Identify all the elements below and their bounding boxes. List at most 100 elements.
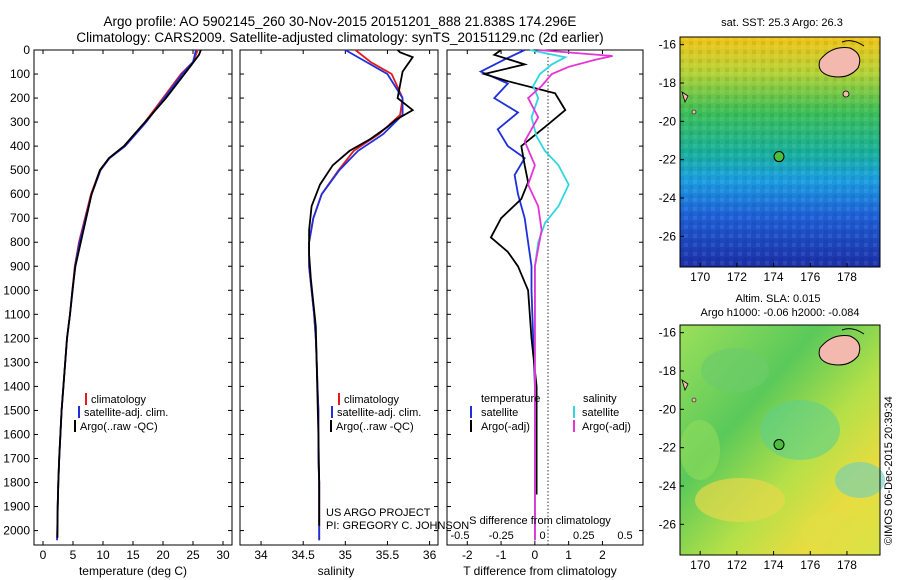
legend-label-argo: Argo(..raw -QC) [80, 421, 158, 433]
plot-title-line2: Climatology: CARS2009. Satellite-adjuste… [76, 30, 604, 45]
sla-blob [680, 420, 720, 480]
temperature-legend: climatology satellite-adj. clim. Argo(..… [74, 393, 168, 433]
legend-swatch-t-argo [470, 420, 472, 432]
series-line-2 [308, 49, 415, 526]
salinity-axes-frame [239, 49, 439, 546]
x-tick-label: 34.5 [292, 548, 316, 562]
vanuatu-island-shape [681, 379, 689, 392]
coastline-shape [841, 40, 865, 47]
sst-map-title: sat. SST: 25.3 Argo: 26.3 [721, 17, 843, 29]
y-tick-label: 400 [10, 139, 30, 153]
series-line-0 [56, 49, 199, 541]
s-x-tick-label: 0.5 [617, 530, 632, 542]
map-y-tick-label: -24 [659, 191, 677, 205]
y-tick-label: 1100 [4, 307, 30, 321]
y-tick-label: 300 [10, 115, 30, 129]
legend-title-salinity: salinity [583, 393, 617, 405]
map-x-tick-label: 170 [690, 558, 710, 572]
map-y-tick-label: -16 [659, 38, 677, 52]
map-x-tick-label: 178 [837, 558, 857, 572]
map-x-tick-label: 178 [837, 270, 857, 284]
x-tick-label: 34 [254, 548, 268, 562]
temperature-xlabel: temperature (deg C) [79, 564, 187, 578]
map-y-tick-label: -16 [659, 326, 677, 340]
vanuatu-islet-shape [691, 109, 697, 115]
difference-panel: -2 -1 0 1 2 T difference from climatology S … [446, 49, 644, 578]
x-tick-label: 0 [40, 548, 47, 562]
vanuatu-island-shape [681, 91, 689, 104]
y-tick-label: 1800 [3, 476, 30, 490]
legend-swatch-argo [330, 420, 332, 432]
sla-blob [695, 478, 785, 522]
sla-blob [701, 348, 769, 392]
legend-label-satellite: satellite-adj. clim. [84, 407, 168, 419]
salinity-legend: climatology satellite-adj. clim. Argo(..… [330, 393, 421, 433]
y-tick-label: 700 [10, 211, 30, 225]
temperature-axes-frame [33, 49, 233, 546]
map-y-tick-label: -20 [659, 114, 677, 128]
x-tick-label: 1 [565, 548, 572, 562]
argo-float-marker [773, 439, 785, 451]
x-tick-label: 5 [70, 548, 77, 562]
y-tick-label: 1400 [3, 379, 30, 393]
difference-axes-frame [446, 49, 644, 546]
series-line-0 [478, 49, 536, 541]
temperature-panel: 0100200300400500600700800900100011001200… [3, 43, 233, 578]
legend-swatch-s-satellite [573, 406, 575, 418]
y-tick-label: 1900 [3, 500, 30, 514]
y-tick-label: 0 [23, 43, 30, 57]
legend-label-t-argo: Argo(-adj) [481, 421, 530, 433]
series-line-1 [308, 49, 404, 541]
legend-title-temperature: temperature [481, 393, 540, 405]
x-tick-label: 35.5 [376, 548, 400, 562]
project-label: US ARGO PROJECT [326, 507, 431, 519]
map-y-tick-label: -26 [659, 517, 677, 531]
x-tick-label: 35 [339, 548, 353, 562]
small-island-shape [842, 90, 850, 98]
y-tick-label: 1600 [3, 427, 30, 441]
x-tick-label: -2 [462, 548, 473, 562]
map-y-tick-label: -24 [659, 479, 677, 493]
x-tick-label: 2 [599, 548, 606, 562]
legend-swatch-argo [74, 420, 76, 432]
legend-swatch-satellite [78, 406, 80, 418]
fiji-island-shape [818, 335, 861, 366]
map-y-tick-label: -18 [659, 364, 677, 378]
series-line-2 [56, 49, 202, 538]
y-tick-label: 1700 [3, 451, 30, 465]
vanuatu-islet-shape [691, 397, 697, 403]
coastline-shape [841, 328, 865, 335]
plot-title-line1: Argo profile: AO 5902145_260 30-Nov-2015… [103, 14, 577, 29]
salinity-panel: 34 34.5 35 35.5 36 salinity climatology sate… [239, 49, 469, 578]
x-tick-label: 30 [216, 548, 230, 562]
series-line-0 [308, 49, 404, 541]
map-x-tick-label: 176 [800, 558, 820, 572]
imos-credit: ©IMOS 06-Dec-2015 20:39:34 [883, 396, 895, 545]
y-tick-label: 600 [10, 187, 30, 201]
map-x-tick-label: 172 [727, 558, 747, 572]
y-tick-label: 100 [10, 67, 30, 81]
sst-map: 170 172 174 176 178 -16 -18 -20 -22 -24 -26 [659, 36, 881, 284]
legend-label-satellite: satellite-adj. clim. [337, 407, 421, 419]
pi-label: PI: GREGORY C. JOHNSON [326, 520, 469, 532]
y-tick-label: 1000 [3, 283, 30, 297]
y-tick-label: 1200 [3, 331, 30, 345]
series-line-1 [56, 49, 197, 541]
fiji-island-shape [818, 47, 861, 78]
sla-map-title-line1: Altim. SLA: 0.015 [736, 293, 821, 305]
s-x-tick-label: 0 [539, 530, 545, 542]
legend-label-argo: Argo(..raw -QC) [336, 421, 414, 433]
map-x-tick-label: 174 [764, 270, 784, 284]
y-tick-label: 200 [10, 91, 30, 105]
legend-swatch-climatology [338, 393, 340, 405]
y-tick-label: 500 [10, 163, 30, 177]
legend-label-climatology: climatology [344, 394, 400, 406]
t-difference-xlabel: T difference from climatology [463, 564, 617, 578]
sla-map-frame [679, 324, 881, 556]
argo-float-marker [773, 151, 785, 163]
x-tick-label: 10 [96, 548, 110, 562]
map-y-tick-label: -18 [659, 76, 677, 90]
x-tick-label: 20 [156, 548, 170, 562]
sst-map-frame [679, 36, 881, 268]
